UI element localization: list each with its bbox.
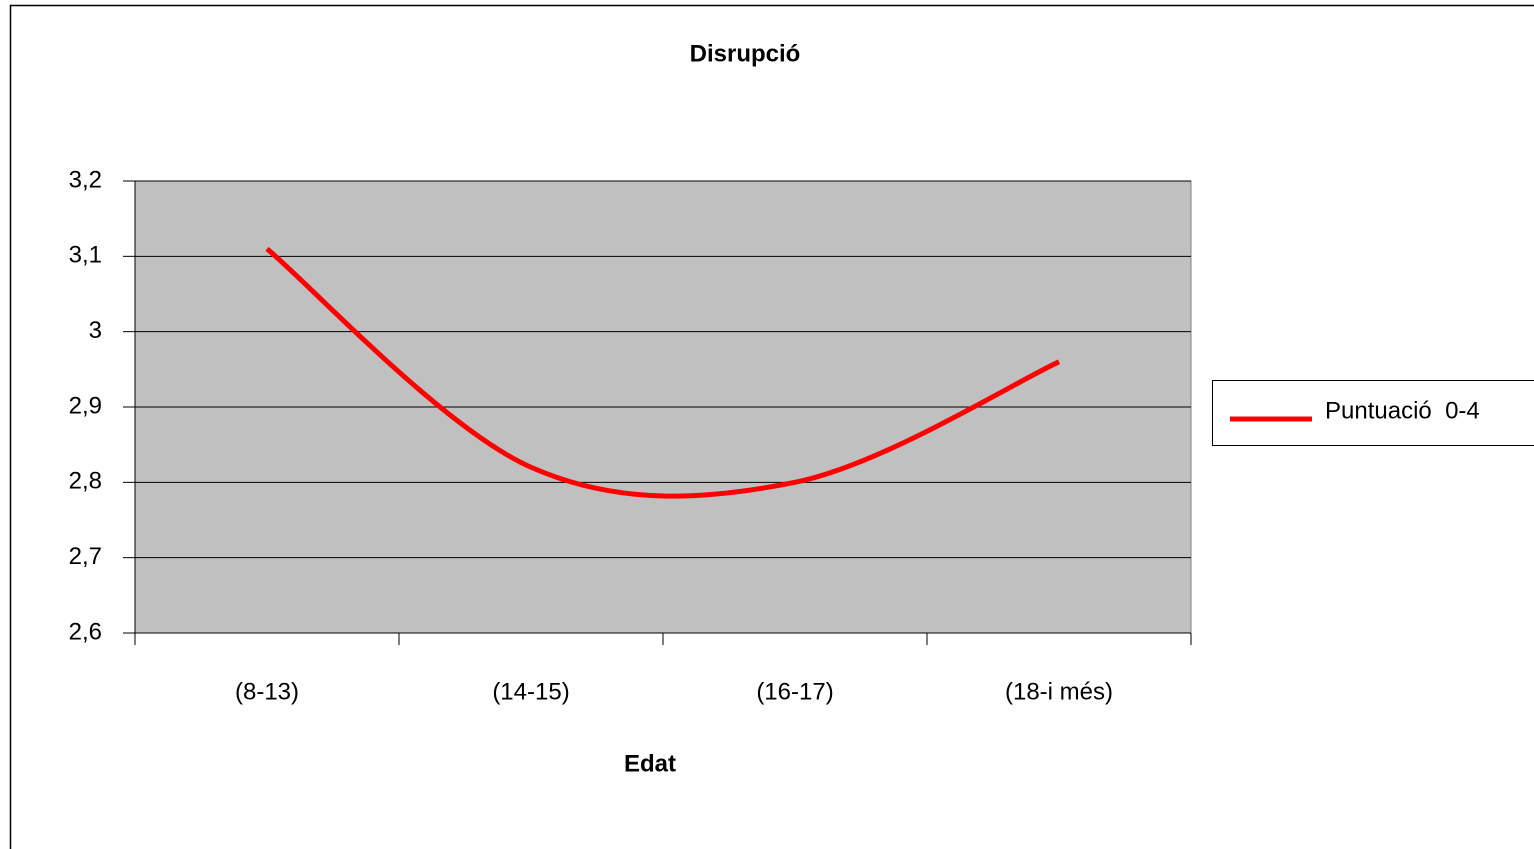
y-tick-label: 2,7 bbox=[69, 543, 102, 570]
x-tick-label: (18-i més) bbox=[1005, 678, 1113, 705]
y-tick-label: 3 bbox=[89, 317, 102, 344]
y-tick-label: 2,9 bbox=[69, 392, 102, 419]
legend-box bbox=[1212, 380, 1534, 446]
chart-title: Disrupció bbox=[690, 40, 801, 67]
y-tick-label: 2,6 bbox=[69, 618, 102, 645]
y-tick-label: 3,2 bbox=[69, 166, 102, 193]
x-tick-label: (14-15) bbox=[492, 678, 569, 705]
x-axis-label: Edat bbox=[624, 750, 676, 777]
x-tick-label: (16-17) bbox=[756, 678, 833, 705]
y-tick-label: 2,8 bbox=[69, 468, 102, 495]
series-line bbox=[265, 246, 1061, 499]
y-tick-label: 3,1 bbox=[69, 242, 102, 269]
legend-label: Puntuació 0-4 bbox=[1325, 397, 1480, 424]
x-tick-label: (8-13) bbox=[235, 678, 299, 705]
chart-border bbox=[9, 4, 1534, 849]
